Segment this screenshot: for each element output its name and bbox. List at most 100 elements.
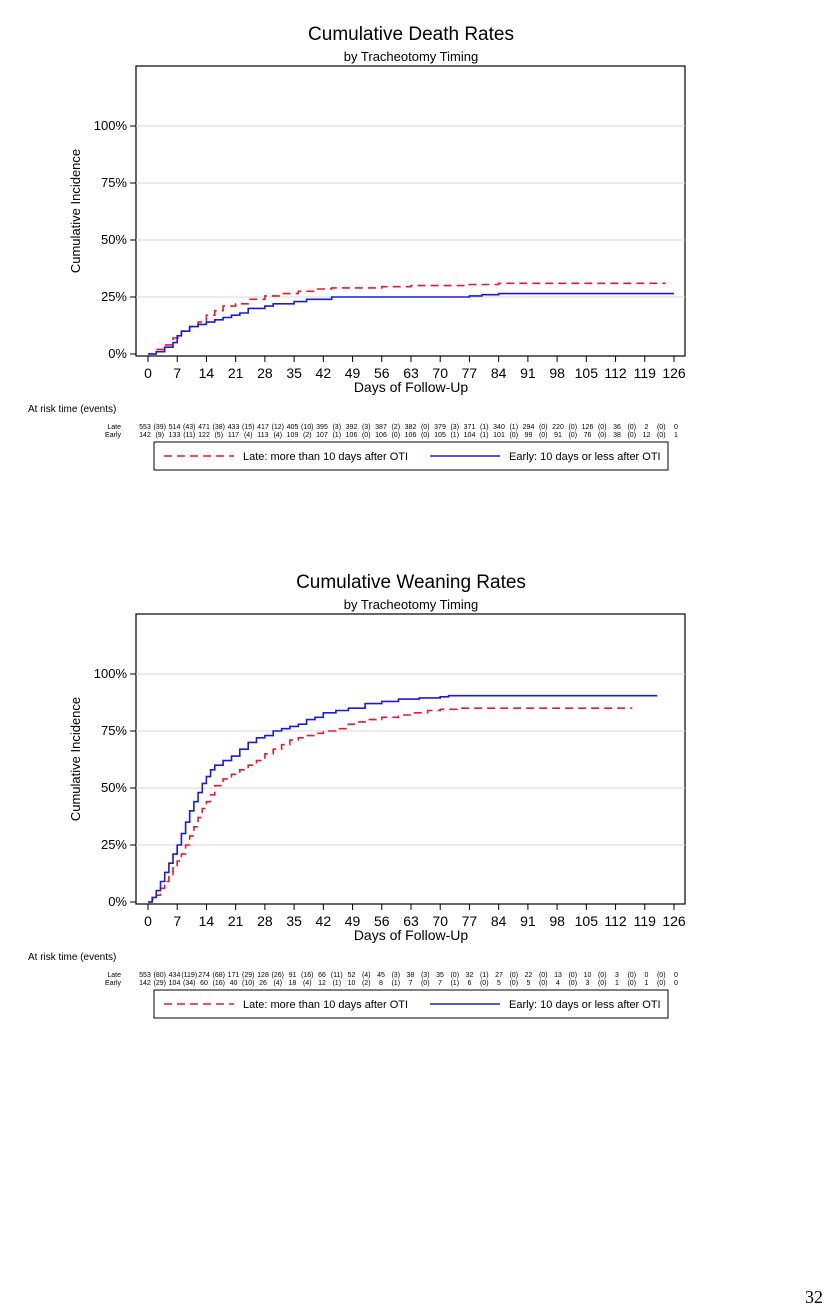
risk-table-cell: (3) xyxy=(391,972,400,979)
risk-table-cell: 40 xyxy=(230,980,238,987)
risk-table-cell: (0) xyxy=(568,424,577,431)
risk-table-cell: 1 xyxy=(674,432,678,439)
x-tick-label: 28 xyxy=(257,913,273,929)
y-tick-label: 100% xyxy=(94,118,128,133)
risk-table-cell: (0) xyxy=(539,432,548,439)
risk-table-cell: 1 xyxy=(645,980,649,987)
risk-table-cell: (4) xyxy=(362,972,371,979)
risk-table-cell: 1 xyxy=(615,980,619,987)
risk-table-cell: (0) xyxy=(568,432,577,439)
x-axis-label: Days of Follow-Up xyxy=(354,927,469,943)
risk-table-cell: 8 xyxy=(379,980,383,987)
risk-table-cell: (39) xyxy=(154,424,166,431)
x-tick-label: 84 xyxy=(491,913,507,929)
risk-table-cell: (0) xyxy=(657,972,666,979)
risk-table-cell: 379 xyxy=(434,424,446,431)
risk-table-cell: 5 xyxy=(527,980,531,987)
risk-table-cell: (3) xyxy=(362,424,371,431)
x-tick-label: 49 xyxy=(345,913,361,929)
series-line-early xyxy=(148,292,674,355)
risk-table-cell: (5) xyxy=(214,432,223,439)
x-tick-label: 119 xyxy=(634,913,657,929)
risk-table-cell: (16) xyxy=(301,972,313,979)
risk-table-cell: (43) xyxy=(183,424,195,431)
chart-title: Cumulative Weaning Rates xyxy=(296,572,526,593)
risk-table-cell: (34) xyxy=(183,980,195,987)
risk-table-cell: (0) xyxy=(568,980,577,987)
risk-table-cell: 2 xyxy=(645,424,649,431)
risk-table-cell: (0) xyxy=(539,424,548,431)
x-tick-label: 98 xyxy=(549,365,565,381)
plot-frame xyxy=(135,65,686,357)
risk-table-cell: 553 xyxy=(139,424,151,431)
risk-table-cell: 38 xyxy=(407,972,415,979)
risk-table-cell: (0) xyxy=(391,432,400,439)
risk-row-group: Early xyxy=(105,980,121,987)
risk-table-cell: 128 xyxy=(257,972,269,979)
risk-table-cell: 106 xyxy=(375,432,387,439)
y-tick-label: 75% xyxy=(101,175,127,190)
x-tick-label: 91 xyxy=(520,913,536,929)
risk-table-cell: (3) xyxy=(421,972,430,979)
x-tick-label: 35 xyxy=(286,365,302,381)
risk-table-cell: (0) xyxy=(657,980,666,987)
risk-table-cell: (10) xyxy=(242,980,254,987)
y-axis-label: Cumulative Incidence xyxy=(68,149,83,273)
risk-table-cell: 7 xyxy=(409,980,413,987)
x-tick-label: 77 xyxy=(462,913,478,929)
x-tick-label: 63 xyxy=(403,365,419,381)
risk-table-cell: 0 xyxy=(674,980,678,987)
risk-table-cell: 45 xyxy=(377,972,385,979)
risk-table-cell: (0) xyxy=(627,424,636,431)
risk-table-cell: 104 xyxy=(169,980,181,987)
risk-table-cell: 514 xyxy=(169,424,181,431)
x-tick-label: 28 xyxy=(257,365,273,381)
risk-table-cell: 38 xyxy=(613,432,621,439)
x-tick-label: 14 xyxy=(199,913,215,929)
weaning-rates-chart: Cumulative Weaning Rates by Tracheotomy T… xyxy=(28,572,686,1019)
risk-table-cell: (1) xyxy=(509,424,518,431)
risk-table-cell: (11) xyxy=(183,432,195,439)
risk-table-cell: 392 xyxy=(346,424,358,431)
chart-subtitle: by Tracheotomy Timing xyxy=(344,49,478,64)
risk-table-cell: 417 xyxy=(257,424,269,431)
y-tick-label: 50% xyxy=(101,780,127,795)
risk-table-cell: (0) xyxy=(539,972,548,979)
risk-table-cell: (1) xyxy=(480,432,489,439)
risk-table-label: At risk time (events) xyxy=(28,404,116,415)
risk-table-cell: 4 xyxy=(556,980,560,987)
x-tick-label: 126 xyxy=(662,365,686,381)
risk-table-cell: 91 xyxy=(554,432,562,439)
risk-table-cell: (0) xyxy=(509,972,518,979)
risk-table-cell: 109 xyxy=(287,432,299,439)
risk-table-cell: 12 xyxy=(643,432,651,439)
risk-table-cell: 107 xyxy=(316,432,328,439)
x-tick-label: 70 xyxy=(432,365,448,381)
risk-table-cell: (1) xyxy=(450,432,459,439)
risk-table-cell: (29) xyxy=(154,980,166,987)
x-tick-label: 56 xyxy=(374,365,390,381)
x-tick-label: 42 xyxy=(316,365,332,381)
risk-table-cell: 76 xyxy=(584,432,592,439)
risk-table-cell: (2) xyxy=(391,424,400,431)
x-tick-label: 105 xyxy=(575,365,599,381)
x-tick-label: 119 xyxy=(634,365,657,381)
risk-table-cell: (0) xyxy=(421,980,430,987)
legend-box xyxy=(153,441,669,471)
risk-table-cell: 405 xyxy=(287,424,299,431)
y-tick-label: 25% xyxy=(101,289,127,304)
x-tick-label: 42 xyxy=(316,913,332,929)
risk-table-cell: (0) xyxy=(421,432,430,439)
risk-table-cell: 105 xyxy=(434,432,446,439)
risk-table-cell: 117 xyxy=(228,432,239,439)
risk-table-cell: (0) xyxy=(509,980,518,987)
risk-table-cell: 60 xyxy=(200,980,208,987)
risk-table-cell: (3) xyxy=(450,424,459,431)
risk-table-cell: 3 xyxy=(615,972,619,979)
legend-label-late: Late: more than 10 days after OTI xyxy=(243,451,408,463)
risk-table-cell: (0) xyxy=(598,980,607,987)
risk-table-cell: 7 xyxy=(438,980,442,987)
x-tick-label: 7 xyxy=(173,365,181,381)
risk-table-cell: 99 xyxy=(525,432,533,439)
risk-table-cell: 26 xyxy=(259,980,267,987)
